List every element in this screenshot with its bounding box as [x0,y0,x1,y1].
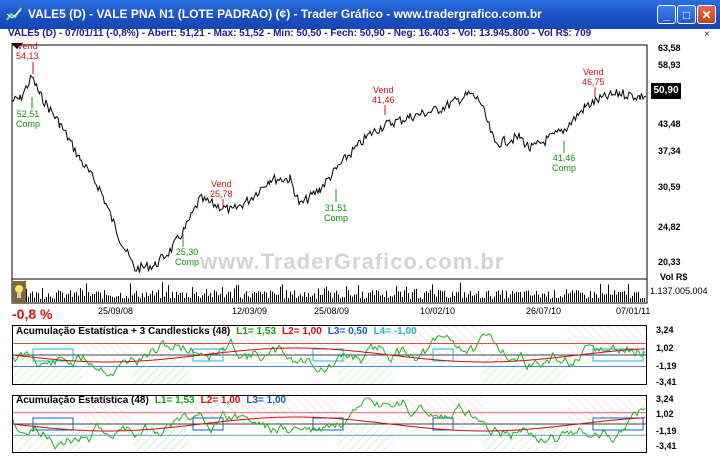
date-tick: 10/02/10 [420,306,456,316]
signal-arrows [31,62,596,247]
indicator2-panel [12,395,647,453]
window-title: VALE5 (D) - VALE PNA N1 (LOTE PADRAO) (¢… [28,7,542,21]
indicator1-tick: -3,41 [656,377,677,387]
date-tick: 07/01/11 [616,306,651,316]
sell-signal: Vend 25,78 [210,179,233,199]
date-tick: 25/08/09 [314,306,350,316]
price-tick: 37,34 [658,146,681,156]
lightbulb-icon[interactable] [12,281,26,303]
volume-axis-title: Vol R$ [660,272,688,282]
buy-signal: 41,46 Comp [552,153,577,173]
indicator2-title: Acumulação Estatística (48) L1= 1,53 L2= 1… [16,395,287,406]
buy-signal: 31,51 Comp [324,203,349,223]
buy-signal: 52,51 Comp [16,109,41,129]
price-tick: 24,82 [658,222,681,232]
indicator2-tick: -3,41 [656,441,677,451]
price-tick: 20,33 [658,257,681,267]
indicator1-tick: 1,02 [656,343,674,353]
buy-signal: 25,30 Comp [175,247,200,267]
sell-signal: Vend 41,46 [372,85,395,105]
price-series [11,74,647,273]
chart-area: VALE5 (D) - 07/01/11 (-0,8%) - Abert: 51… [0,28,720,453]
minimize-button[interactable]: _ [657,5,676,24]
indicator1-title: Acumulação Estatística + 3 Candlesticks … [16,326,417,337]
watermark: www.TraderGrafico.com.br [200,249,505,274]
indicator1-plot [12,326,646,384]
volume-axis-value: 1.137.005.004 [650,286,708,296]
date-tick: 25/09/08 [98,306,134,316]
app-icon [6,7,22,21]
date-tick: 12/03/09 [232,306,268,316]
sell-signal: Vend 54,13 [16,41,39,61]
sell-signal: Vend 46,75 [582,67,605,87]
price-tick: 63,58 [658,43,681,53]
indicator1-tick: 3,24 [656,325,674,335]
indicator2-plot [12,396,646,452]
current-price-box: 50,90 [651,83,681,99]
maximize-button[interactable]: □ [677,5,696,24]
indicator1-tick: -1,19 [656,361,677,371]
close-button[interactable]: ✕ [697,5,716,24]
chart-close-icon[interactable]: × [704,29,710,40]
indicator2-tick: 3,24 [656,394,674,404]
price-chart [11,44,648,304]
price-tick: 43,48 [658,119,681,129]
price-tick: 30,59 [658,182,681,192]
quote-info: VALE5 (D) - 07/01/11 (-0,8%) - Abert: 51… [8,28,592,39]
date-tick: 26/07/10 [526,306,562,316]
indicator1-panel [12,325,647,385]
indicator2-tick: 1,02 [656,409,674,419]
indicator2-tick: -1,19 [656,426,677,436]
price-tick: 58,93 [658,60,681,70]
change-percent: -0,8 % [12,306,53,322]
title-bar: VALE5 (D) - VALE PNA N1 (LOTE PADRAO) (¢… [0,0,720,29]
